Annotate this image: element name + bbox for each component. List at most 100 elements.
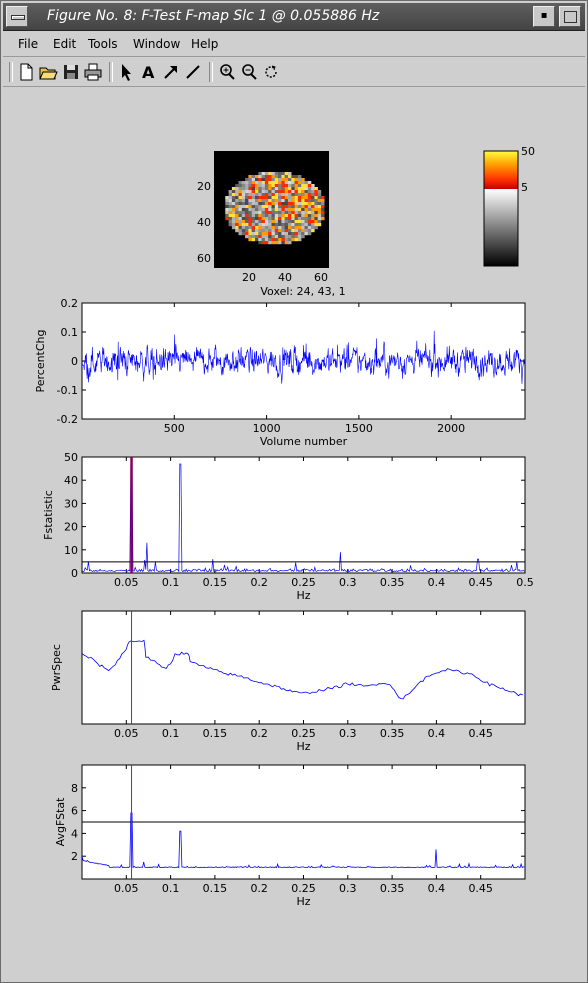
minimize-button[interactable]: ▪ <box>533 6 555 27</box>
fmap-pixel <box>261 172 266 176</box>
insert-line-icon[interactable] <box>183 62 203 82</box>
fmap-pixel <box>297 235 302 239</box>
fmap-pixel <box>268 211 272 215</box>
fmap-pixel <box>278 238 282 242</box>
fmap-pixel <box>288 202 292 206</box>
fmap-pixel <box>311 229 315 233</box>
fmap-pixel <box>314 205 318 209</box>
fmap-pixel <box>251 199 256 203</box>
fmap-pixel <box>278 205 282 209</box>
fmap-pixel <box>291 193 295 197</box>
fmap-pixel <box>264 211 269 215</box>
fmap-pixel <box>251 181 256 185</box>
fmap-pixel <box>294 235 299 239</box>
fmap-image[interactable] <box>225 172 325 245</box>
menu-file[interactable]: File <box>18 37 39 51</box>
fmap-pixel <box>281 223 285 227</box>
fmap-pixel <box>268 232 272 236</box>
fmap-pixel <box>284 181 289 185</box>
fmap-pixel <box>281 190 285 194</box>
maximize-button[interactable] <box>559 6 581 27</box>
menu-edit[interactable]: Edit <box>53 37 77 51</box>
window-menu-button[interactable] <box>6 6 28 27</box>
rotate-icon[interactable] <box>261 62 281 82</box>
fmap-pixel <box>284 172 289 176</box>
fmap-pixel <box>228 214 233 218</box>
fmap-pixel <box>301 202 305 206</box>
insert-arrow-icon[interactable] <box>161 62 181 82</box>
fmap-pixel <box>268 217 272 221</box>
fmap-pixel <box>235 196 239 200</box>
fmap-pixel <box>231 193 236 197</box>
fmap-pixel <box>258 214 262 218</box>
fmap-pixel <box>307 199 312 203</box>
fmap-pixel <box>268 178 272 182</box>
fmap-pixel <box>264 241 269 245</box>
fmap-pixel <box>301 229 305 233</box>
avg-fstat-plot[interactable]: 0.05 0.1 0.15 0.2 0.25 0.3 0.35 0.4 0.45 2 4 6 8 Hz Av… <box>54 764 526 908</box>
avg-fstat-series-line <box>82 812 525 869</box>
fmap-pixel <box>255 235 259 239</box>
fmap-pixel <box>271 172 275 176</box>
fmap-pixel <box>268 214 272 218</box>
fmap-pixel <box>274 202 279 206</box>
fmap-pixel <box>288 226 292 230</box>
fmap-pixel <box>241 214 246 218</box>
fmap-pixel <box>317 220 322 224</box>
printer-icon[interactable] <box>83 62 103 82</box>
fmap-pixel <box>248 229 252 233</box>
fmap-pixel <box>307 223 312 227</box>
fmap-pixel <box>297 196 302 200</box>
fmap-pixel <box>278 178 282 182</box>
title-bar[interactable]: Figure No. 8: F-Test F-map Slc 1 @ 0.055… <box>3 3 585 31</box>
fmap-pixel <box>284 202 289 206</box>
fmap-pixel <box>301 187 305 191</box>
fmap-pixel <box>241 181 246 185</box>
menu-help[interactable]: Help <box>191 37 219 51</box>
fmap-pixel <box>288 208 292 212</box>
fmap-pixel <box>281 178 285 182</box>
fmap-pixel <box>268 199 272 203</box>
fmap-pixel <box>245 199 249 203</box>
insert-text-icon[interactable]: A <box>138 62 158 82</box>
fmap-pixel <box>268 205 272 209</box>
fmap-pixel <box>258 178 262 182</box>
y-axis-label: PercentChg <box>34 329 47 392</box>
fmap-pixel <box>235 193 239 197</box>
fmap-pixel <box>294 238 299 242</box>
fmap-pixel <box>294 208 299 212</box>
fmap-pixel <box>304 217 308 221</box>
fmap-pixel <box>321 214 325 218</box>
fmap-pixel <box>264 229 269 233</box>
fmap-pixel <box>304 184 308 188</box>
fmap-pixel <box>248 181 252 185</box>
x-tick-label: 0.05 <box>114 576 139 589</box>
colorbar: 50 5 <box>483 145 535 267</box>
menu-tools[interactable]: Tools <box>88 37 118 51</box>
menu-window[interactable]: Window <box>133 37 181 51</box>
fmap-pixel <box>231 208 236 212</box>
fmap-pixel <box>251 235 256 239</box>
fmap-pixel <box>264 178 269 182</box>
fmap-pixel <box>297 223 302 227</box>
zoom-out-icon[interactable] <box>239 62 259 82</box>
fmap-pixel <box>297 208 302 212</box>
save-disk-icon[interactable] <box>61 62 81 82</box>
zoom-in-icon[interactable] <box>217 62 237 82</box>
fmap-ytick-40: 40 <box>197 216 211 229</box>
timecourse-plot[interactable]: 500 1000 1500 2000 -0.2 -0.1 0 0.1 0.2 Volume num… <box>34 297 526 448</box>
fmap-pixel <box>264 223 269 227</box>
fmap-pixel <box>297 217 302 221</box>
pointer-arrow-icon[interactable] <box>116 62 136 82</box>
fmap-pixel <box>255 199 259 203</box>
x-tick-label: 0.3 <box>339 882 357 895</box>
fmap-pixel <box>317 214 322 218</box>
open-folder-icon[interactable] <box>38 62 58 82</box>
new-file-icon[interactable] <box>16 62 36 82</box>
fmap-pixel <box>311 226 315 230</box>
fstatistic-plot[interactable]: 0.05 0.1 0.15 0.2 0.25 0.3 0.35 0.4 0.45 0.5 0 10 20… <box>42 451 534 602</box>
fmap-pixel <box>297 187 302 191</box>
power-spectrum-plot[interactable]: 0.05 0.1 0.15 0.2 0.25 0.3 0.35 0.4 0.45 Hz PwrSpe… <box>50 610 526 753</box>
timecourse-series-line <box>82 330 525 384</box>
fmap-pixel <box>281 232 285 236</box>
